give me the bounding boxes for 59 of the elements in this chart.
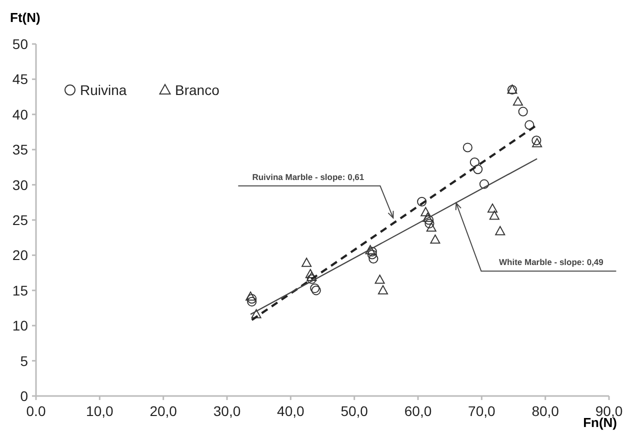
point [426,222,436,232]
legend-label: Branco [175,82,220,98]
x-tick-label: 40,0 [277,403,305,419]
point [479,179,490,189]
point [374,274,385,284]
x-tick-label: 50,0 [340,403,368,419]
y-tick-label: 45 [12,71,28,88]
point [246,292,256,301]
x-tick-label: 0.0 [26,403,46,419]
legend-label: Ruivina [80,82,127,98]
point [495,226,506,236]
x-tick-label: 10,0 [86,403,114,419]
point [311,286,321,296]
y-tick-label: 50 [12,36,28,52]
point [473,164,483,174]
point [470,157,480,168]
point [430,234,440,244]
point [302,258,312,267]
point [518,106,528,116]
point [512,96,523,106]
point [532,138,542,148]
point [247,294,257,304]
y-tick-label: 25 [12,212,28,228]
point [310,283,320,294]
point [487,204,498,213]
annotation: White Marble - slope: 0,49 [499,257,604,268]
x-tick-label: 20,0 [150,403,178,419]
annotation: Ruivina Marble - slope: 0,61 [252,172,364,182]
point [365,245,376,254]
point [424,218,434,228]
x-tick-label: 30,0 [213,403,241,419]
point [306,274,316,284]
x-tick-label: 90,0 [595,403,623,419]
y-tick-label: 40 [12,106,28,122]
x-tick-label: 70,0 [468,403,496,419]
y-tick-label: 35 [12,142,28,158]
y-tick-label: 15 [12,282,28,298]
point [367,246,377,256]
y-tick-label: 30 [12,176,28,193]
point [378,285,388,294]
x-tick-label: 80,0 [532,403,560,419]
point [251,309,262,318]
y-tick-label: 5 [20,352,28,369]
y-axis-title: Ft(N) [10,10,40,25]
x-tick-label: 60,0 [404,403,432,419]
point [305,268,316,278]
point [532,136,542,146]
y-tick-label: 20 [12,247,28,264]
point [247,296,257,306]
point [422,212,433,222]
point [489,210,500,220]
point [420,207,431,216]
point [368,254,378,264]
point [417,196,427,206]
y-tick-label: 10 [12,318,28,334]
y-tick-label: 0 [20,388,28,404]
point [424,215,434,225]
point [367,250,377,260]
point [462,142,472,152]
